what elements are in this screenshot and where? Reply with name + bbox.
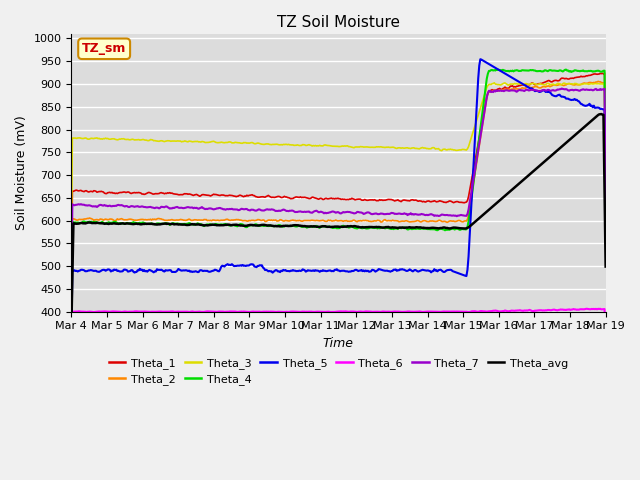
Legend: Theta_1, Theta_2, Theta_3, Theta_4, Theta_5, Theta_6, Theta_7, Theta_avg: Theta_1, Theta_2, Theta_3, Theta_4, Thet…	[104, 353, 573, 389]
Theta_2	[595, 78, 602, 84]
Line: Theta_6: Theta_6	[71, 309, 605, 372]
Theta_5	[602, 235, 609, 241]
Theta_4	[385, 226, 393, 231]
Theta_7	[356, 210, 364, 216]
Line: Theta_5: Theta_5	[71, 59, 605, 345]
Theta_4	[562, 67, 570, 72]
Theta_4	[506, 69, 513, 74]
Theta_avg	[321, 223, 329, 229]
Theta_6	[602, 368, 609, 373]
Y-axis label: Soil Moisture (mV): Soil Moisture (mV)	[15, 115, 28, 230]
Line: Theta_4: Theta_4	[71, 70, 605, 312]
Theta_5	[321, 268, 329, 274]
Theta_7	[558, 85, 566, 91]
Theta_6	[67, 370, 75, 375]
Theta_3	[490, 80, 498, 86]
Theta_7	[67, 298, 75, 303]
Theta_1	[321, 196, 329, 202]
Theta_1	[67, 289, 75, 295]
Title: TZ Soil Moisture: TZ Soil Moisture	[277, 15, 400, 30]
Theta_3	[602, 217, 609, 223]
Theta_2	[321, 218, 329, 224]
Theta_6	[385, 309, 393, 314]
Theta_1	[589, 72, 596, 77]
Theta_7	[324, 210, 332, 216]
Theta_avg	[589, 117, 596, 122]
Theta_5	[324, 268, 332, 274]
Theta_5	[506, 74, 514, 80]
Theta_1	[324, 196, 332, 202]
Theta_4	[324, 224, 332, 229]
Theta_avg	[67, 329, 75, 335]
Theta_1	[601, 70, 609, 76]
Theta_5	[385, 268, 393, 274]
Theta_4	[321, 223, 329, 229]
Theta_6	[324, 309, 332, 314]
Theta_1	[506, 85, 513, 91]
Theta_5	[356, 268, 364, 274]
Line: Theta_avg: Theta_avg	[71, 114, 605, 332]
Theta_7	[321, 210, 329, 216]
Theta_avg	[356, 225, 364, 230]
Theta_3	[385, 144, 393, 150]
Theta_7	[602, 221, 609, 227]
Theta_2	[602, 217, 609, 223]
Theta_avg	[385, 225, 393, 230]
Theta_7	[590, 87, 598, 93]
Theta_2	[589, 80, 596, 86]
Theta_7	[385, 211, 393, 217]
Line: Theta_2: Theta_2	[71, 81, 605, 310]
Theta_3	[324, 143, 332, 148]
Theta_avg	[602, 264, 609, 269]
Theta_5	[67, 342, 75, 348]
Theta_6	[321, 309, 329, 315]
Theta_7	[506, 88, 513, 94]
Theta_avg	[324, 224, 332, 229]
Theta_6	[356, 309, 364, 314]
Theta_4	[356, 224, 364, 230]
Theta_4	[590, 68, 598, 74]
Theta_2	[324, 217, 332, 223]
Theta_5	[590, 103, 598, 108]
Theta_3	[590, 81, 598, 87]
Text: TZ_sm: TZ_sm	[82, 42, 126, 55]
Theta_3	[506, 81, 514, 87]
Theta_2	[67, 307, 75, 313]
Theta_3	[67, 254, 75, 260]
Theta_2	[385, 218, 393, 224]
Line: Theta_1: Theta_1	[71, 73, 605, 292]
Theta_3	[321, 142, 329, 148]
Theta_3	[356, 144, 364, 149]
Theta_avg	[598, 111, 605, 117]
Theta_4	[67, 310, 75, 315]
Theta_1	[602, 210, 609, 216]
Theta_4	[602, 209, 609, 215]
Line: Theta_3: Theta_3	[71, 83, 605, 257]
Theta_6	[506, 308, 513, 314]
Line: Theta_7: Theta_7	[71, 88, 605, 300]
Theta_1	[385, 197, 393, 203]
Theta_6	[582, 306, 590, 312]
Theta_1	[356, 196, 364, 202]
Theta_avg	[506, 189, 513, 195]
Theta_2	[506, 87, 513, 93]
X-axis label: Time: Time	[323, 337, 354, 350]
Theta_6	[590, 306, 598, 312]
Theta_5	[477, 56, 484, 62]
Theta_2	[356, 218, 364, 224]
